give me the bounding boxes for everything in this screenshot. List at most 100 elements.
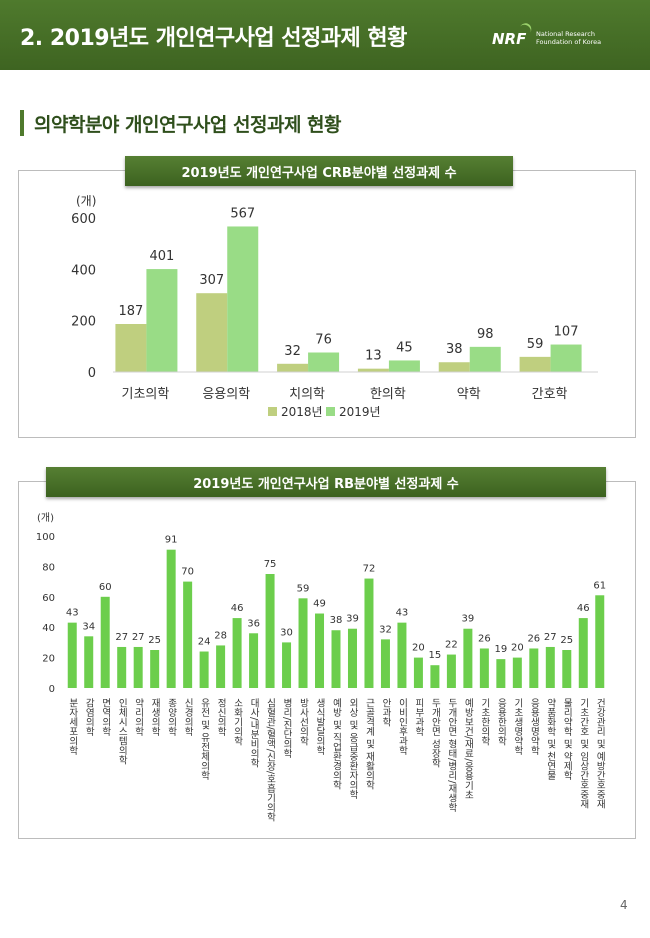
rb-category-label: 물리약학 및 약제학 <box>561 698 572 781</box>
rb-bar <box>216 645 226 688</box>
logo-text: National Research Foundation of Korea <box>536 30 626 46</box>
crb-bar <box>550 344 582 372</box>
rb-y-unit-label: (개) <box>37 512 54 524</box>
crb-y-tick-label: 0 <box>88 366 96 381</box>
rb-category-label: 응용생명약학 <box>528 698 539 756</box>
crb-chart: (개) 0 200 400 600 187 401 기초의학 307 567 응용의학 32 76 치의학… <box>71 194 598 419</box>
rb-category-label: 병리/진단의학 <box>281 698 292 759</box>
rb-bar <box>347 628 357 688</box>
crb-data-label: 32 <box>284 344 301 359</box>
crb-data-label: 45 <box>396 340 413 355</box>
crb-chart-panel <box>18 170 636 438</box>
rb-bar <box>150 650 160 688</box>
crb-bar <box>115 324 147 372</box>
rb-data-label: 59 <box>297 583 310 594</box>
rb-data-label: 20 <box>511 643 524 654</box>
crb-category-label: 치의학 <box>289 387 325 402</box>
rb-category-label: 이비인후과학 <box>396 698 407 756</box>
rb-data-label: 43 <box>396 608 409 619</box>
heading-accent-bar <box>20 110 24 136</box>
rb-category-label: 기초간호 및 임상간호중재 <box>578 698 589 809</box>
rb-bar <box>545 646 555 688</box>
rb-category-label: 예방보건/재료/응용기초 <box>462 698 473 799</box>
crb-data-label: 76 <box>315 332 332 347</box>
rb-data-label: 25 <box>560 635 573 646</box>
rb-category-label: 건강관리 및 예방간호중재 <box>594 698 605 809</box>
nrf-logo: NRF National Research Foundation of Kore… <box>492 20 632 60</box>
rb-data-label: 70 <box>181 567 194 578</box>
logo-mark: NRF <box>492 30 527 48</box>
rb-data-label: 25 <box>148 635 161 646</box>
rb-bar <box>232 618 242 688</box>
crb-bar <box>308 352 340 372</box>
rb-category-label: 생식발달의학 <box>314 698 325 756</box>
rb-bar <box>496 659 506 688</box>
rb-bar <box>100 596 110 688</box>
rb-bar <box>298 598 308 688</box>
crb-data-label: 401 <box>150 249 175 264</box>
header-bar: 2. 2019년도 개인연구사업 선정과제 현황 NRF National Re… <box>0 0 650 70</box>
rb-category-label: 분자세포의학 <box>67 698 78 756</box>
rb-bar <box>265 574 275 688</box>
crb-data-label: 13 <box>365 349 382 364</box>
rb-y-tick-label: 80 <box>42 562 55 573</box>
rb-data-label: 38 <box>330 615 343 626</box>
rb-y-tick-label: 60 <box>42 593 55 604</box>
crb-bar <box>196 293 228 372</box>
crb-data-label: 107 <box>554 325 579 340</box>
rb-y-tick-label: 100 <box>36 532 55 543</box>
rb-chart: (개) 0 20 40 60 80 100 43 분자세포의학 34 감염의학 60 면역의학 27 인체시… <box>36 512 606 822</box>
logo-line1: National Research <box>536 30 595 38</box>
rb-data-label: 46 <box>577 603 590 614</box>
rb-data-label: 36 <box>247 618 260 629</box>
rb-bar <box>133 646 143 688</box>
rb-data-label: 30 <box>280 627 293 638</box>
rb-category-label: 안과학 <box>380 698 391 727</box>
rb-category-label: 근골격계 및 재활의학 <box>363 698 374 790</box>
rb-category-label: 예방 및 직업환경의학 <box>331 698 342 790</box>
rb-category-label: 약품화학 및 천연물 <box>545 697 556 780</box>
rb-data-label: 20 <box>412 643 425 654</box>
rb-bar <box>331 630 341 688</box>
crb-bar <box>146 269 178 372</box>
rb-data-label: 27 <box>132 632 145 643</box>
rb-data-label: 43 <box>66 608 79 619</box>
rb-bar <box>166 549 176 688</box>
rb-category-label: 기초한의학 <box>479 698 490 746</box>
rb-bar <box>512 657 522 688</box>
rb-bar <box>578 618 588 688</box>
rb-data-label: 60 <box>99 582 112 593</box>
crb-bar <box>519 356 551 372</box>
rb-data-label: 19 <box>494 644 507 655</box>
rb-bar <box>397 622 407 688</box>
rb-data-label: 26 <box>527 633 540 644</box>
crb-data-label: 567 <box>230 206 255 221</box>
rb-category-label: 두개안면 형태/병리/재생학 <box>446 698 457 813</box>
crb-category-label: 약학 <box>457 387 481 402</box>
rb-data-label: 46 <box>231 603 244 614</box>
rb-data-label: 49 <box>313 599 326 610</box>
crb-y-tick-label: 600 <box>71 212 96 227</box>
logo-line2: Foundation of Korea <box>536 38 602 46</box>
crb-y-tick-label: 400 <box>71 263 96 278</box>
rb-category-label: 면역의학 <box>100 698 111 737</box>
rb-category-label: 종양의학 <box>166 698 177 737</box>
rb-data-label: 28 <box>214 630 227 641</box>
rb-data-label: 32 <box>379 624 392 635</box>
rb-bar <box>249 633 259 688</box>
rb-data-label: 39 <box>346 614 359 625</box>
rb-bar <box>562 650 572 688</box>
rb-category-label: 약리의학 <box>133 697 144 737</box>
rb-bar <box>413 657 423 688</box>
rb-data-label: 72 <box>363 564 376 575</box>
rb-category-label: 신경의학 <box>182 698 193 737</box>
crb-data-label: 98 <box>477 327 494 342</box>
rb-bar <box>463 628 473 688</box>
rb-category-label: 기초생명약학 <box>512 698 523 756</box>
rb-category-label: 재생의학 <box>149 698 160 737</box>
rb-category-label: 소화기의학 <box>232 698 243 746</box>
rb-category-label: 유전 및 유전체의학 <box>199 698 210 781</box>
rb-data-label: 75 <box>264 559 277 570</box>
crb-bar <box>277 363 309 372</box>
rb-category-label: 피부과학 <box>413 698 424 737</box>
